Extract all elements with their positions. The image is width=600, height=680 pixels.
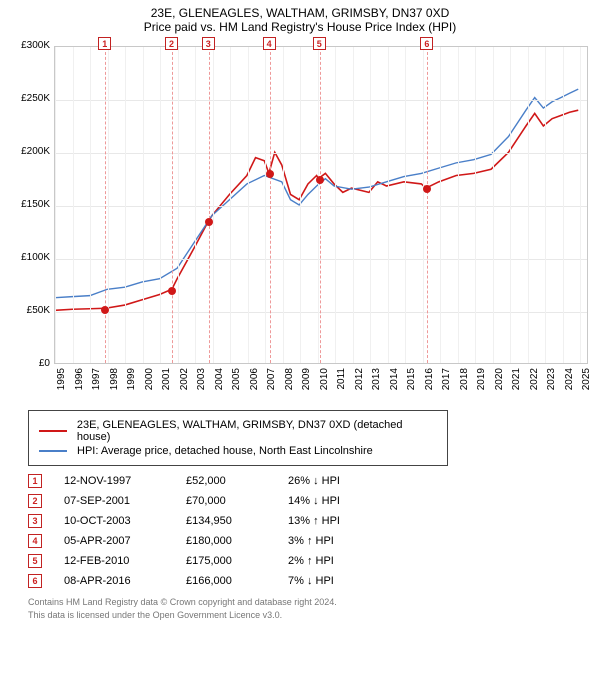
sale-marker-dot [205, 218, 213, 226]
chart-subtitle: Price paid vs. HM Land Registry's House … [8, 20, 592, 34]
sale-date: 12-FEB-2010 [64, 555, 164, 567]
x-axis-label: 2014 [389, 368, 400, 408]
y-axis-label: £100K [21, 252, 50, 263]
sale-pct-vs-hpi: 13% ↑ HPI [288, 515, 378, 527]
x-axis-label: 2020 [494, 368, 505, 408]
chart-lines-svg [55, 47, 587, 363]
y-axis-label: £200K [21, 146, 50, 157]
x-axis-label: 2025 [581, 368, 592, 408]
sale-row-marker: 5 [28, 554, 42, 568]
x-axis-label: 2006 [249, 368, 260, 408]
x-axis-label: 2021 [511, 368, 522, 408]
sale-pct-vs-hpi: 7% ↓ HPI [288, 575, 378, 587]
y-axis-label: £250K [21, 93, 50, 104]
x-axis-label: 1995 [56, 368, 67, 408]
x-axis-label: 1997 [91, 368, 102, 408]
credit-line-2: This data is licensed under the Open Gov… [28, 609, 592, 622]
x-axis-label: 1996 [74, 368, 85, 408]
series-hpi [55, 89, 578, 298]
sales-table: 1 12-NOV-1997 £52,000 26% ↓ HPI 2 07-SEP-2001… [28, 474, 592, 588]
sale-marker-box: 1 [98, 37, 111, 50]
sale-row: 4 05-APR-2007 £180,000 3% ↑ HPI [28, 534, 592, 548]
sale-marker-dot [266, 170, 274, 178]
sale-row-marker: 4 [28, 534, 42, 548]
sale-date: 05-APR-2007 [64, 535, 164, 547]
x-axis-label: 2018 [459, 368, 470, 408]
legend-item: 23E, GLENEAGLES, WALTHAM, GRIMSBY, DN37 … [39, 419, 437, 443]
x-axis-label: 2004 [214, 368, 225, 408]
legend-swatch [39, 450, 67, 452]
sale-marker-box: 6 [420, 37, 433, 50]
sale-price: £166,000 [186, 575, 266, 587]
credit-line-1: Contains HM Land Registry data © Crown c… [28, 596, 592, 609]
x-axis-label: 2010 [319, 368, 330, 408]
sale-price: £175,000 [186, 555, 266, 567]
x-axis-label: 2015 [406, 368, 417, 408]
chart-title: 23E, GLENEAGLES, WALTHAM, GRIMSBY, DN37 … [8, 6, 592, 20]
x-axis-label: 2005 [231, 368, 242, 408]
x-axis-label: 2016 [424, 368, 435, 408]
sale-marker-box: 2 [165, 37, 178, 50]
x-axis-label: 2017 [441, 368, 452, 408]
x-axis-label: 2024 [564, 368, 575, 408]
x-axis-label: 2013 [371, 368, 382, 408]
sale-marker-dot [168, 287, 176, 295]
sale-marker-dot [316, 176, 324, 184]
y-axis-label: £300K [21, 40, 50, 51]
sale-date: 12-NOV-1997 [64, 475, 164, 487]
sale-row-marker: 1 [28, 474, 42, 488]
sale-row: 5 12-FEB-2010 £175,000 2% ↑ HPI [28, 554, 592, 568]
legend-label: 23E, GLENEAGLES, WALTHAM, GRIMSBY, DN37 … [77, 419, 437, 443]
x-axis-label: 2012 [354, 368, 365, 408]
sale-pct-vs-hpi: 3% ↑ HPI [288, 535, 378, 547]
sale-price: £52,000 [186, 475, 266, 487]
sale-pct-vs-hpi: 14% ↓ HPI [288, 495, 378, 507]
sale-row: 1 12-NOV-1997 £52,000 26% ↓ HPI [28, 474, 592, 488]
y-axis-label: £50K [27, 305, 50, 316]
sale-row: 3 10-OCT-2003 £134,950 13% ↑ HPI [28, 514, 592, 528]
sale-date: 07-SEP-2001 [64, 495, 164, 507]
sale-pct-vs-hpi: 2% ↑ HPI [288, 555, 378, 567]
legend-swatch [39, 430, 67, 432]
sale-row-marker: 2 [28, 494, 42, 508]
chart-area: 123456 £0£50K£100K£150K£200K£250K£300K19… [8, 42, 592, 402]
sale-price: £180,000 [186, 535, 266, 547]
sale-price: £134,950 [186, 515, 266, 527]
sale-marker-box: 4 [263, 37, 276, 50]
y-axis-label: £150K [21, 199, 50, 210]
sale-row-marker: 6 [28, 574, 42, 588]
sale-date: 10-OCT-2003 [64, 515, 164, 527]
legend-label: HPI: Average price, detached house, Nort… [77, 445, 373, 457]
x-axis-label: 1998 [109, 368, 120, 408]
x-axis-label: 2002 [179, 368, 190, 408]
legend-box: 23E, GLENEAGLES, WALTHAM, GRIMSBY, DN37 … [28, 410, 448, 466]
x-axis-label: 2019 [476, 368, 487, 408]
x-axis-label: 2003 [196, 368, 207, 408]
x-axis-label: 2022 [529, 368, 540, 408]
plot-region: 123456 [54, 46, 588, 364]
x-axis-label: 2001 [161, 368, 172, 408]
sale-row: 6 08-APR-2016 £166,000 7% ↓ HPI [28, 574, 592, 588]
sale-row-marker: 3 [28, 514, 42, 528]
sale-marker-box: 3 [202, 37, 215, 50]
legend-item: HPI: Average price, detached house, Nort… [39, 445, 437, 457]
series-property [55, 110, 578, 310]
x-axis-label: 2023 [546, 368, 557, 408]
sale-row: 2 07-SEP-2001 £70,000 14% ↓ HPI [28, 494, 592, 508]
x-axis-label: 2007 [266, 368, 277, 408]
x-axis-label: 2000 [144, 368, 155, 408]
sale-price: £70,000 [186, 495, 266, 507]
x-axis-label: 2008 [284, 368, 295, 408]
x-axis-label: 2009 [301, 368, 312, 408]
sale-marker-box: 5 [313, 37, 326, 50]
sale-pct-vs-hpi: 26% ↓ HPI [288, 475, 378, 487]
x-axis-label: 2011 [336, 368, 347, 408]
x-axis-label: 1999 [126, 368, 137, 408]
sale-date: 08-APR-2016 [64, 575, 164, 587]
y-axis-label: £0 [39, 358, 50, 369]
